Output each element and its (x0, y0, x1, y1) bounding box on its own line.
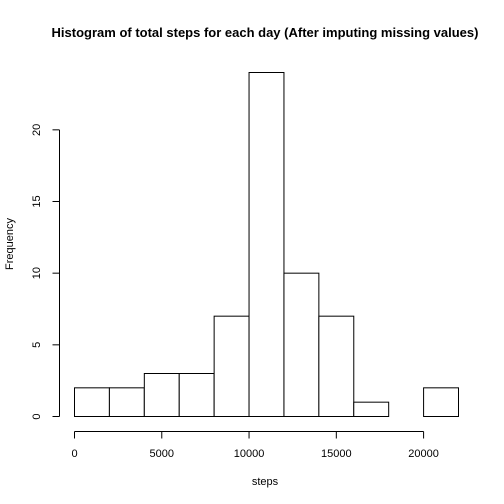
histogram-bar (74, 387, 110, 418)
y-axis-label: Frequency (4, 218, 16, 270)
histogram-bar (213, 315, 250, 417)
y-axis: 0 5 10 15 20 (31, 124, 60, 420)
y-tick-label: 0 (31, 413, 43, 419)
chart-title: Histogram of total steps for each day (A… (52, 25, 479, 40)
y-tick-label: 10 (31, 267, 43, 279)
histogram-bar (318, 315, 355, 417)
histogram-bar (423, 387, 460, 418)
x-tick-label: 5000 (150, 448, 174, 460)
histogram-bar (143, 373, 180, 417)
histogram-bar (108, 387, 145, 418)
y-tick-label: 15 (31, 195, 43, 207)
x-axis: 0 5000 10000 15000 20000 (71, 431, 439, 460)
histogram-bar (248, 72, 285, 417)
y-tick-label: 20 (31, 124, 43, 136)
x-tick-label: 0 (71, 448, 77, 460)
x-tick-label: 10000 (234, 448, 265, 460)
x-tick-label: 20000 (408, 448, 439, 460)
y-tick-label: 5 (31, 342, 43, 348)
histogram-bar (178, 373, 215, 417)
x-axis-label: steps (252, 476, 279, 488)
histogram-bar (353, 401, 390, 417)
histogram-bar (283, 272, 320, 417)
x-tick-label: 15000 (321, 448, 352, 460)
histogram-bars (74, 72, 460, 418)
